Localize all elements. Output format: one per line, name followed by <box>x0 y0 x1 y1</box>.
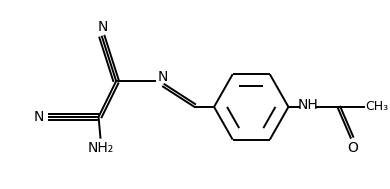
Text: N: N <box>34 110 44 124</box>
Text: NH: NH <box>298 98 318 112</box>
Text: N: N <box>158 70 168 84</box>
Text: O: O <box>347 141 358 155</box>
Text: CH₃: CH₃ <box>365 100 388 113</box>
Text: NH₂: NH₂ <box>87 141 113 155</box>
Text: N: N <box>98 20 108 34</box>
